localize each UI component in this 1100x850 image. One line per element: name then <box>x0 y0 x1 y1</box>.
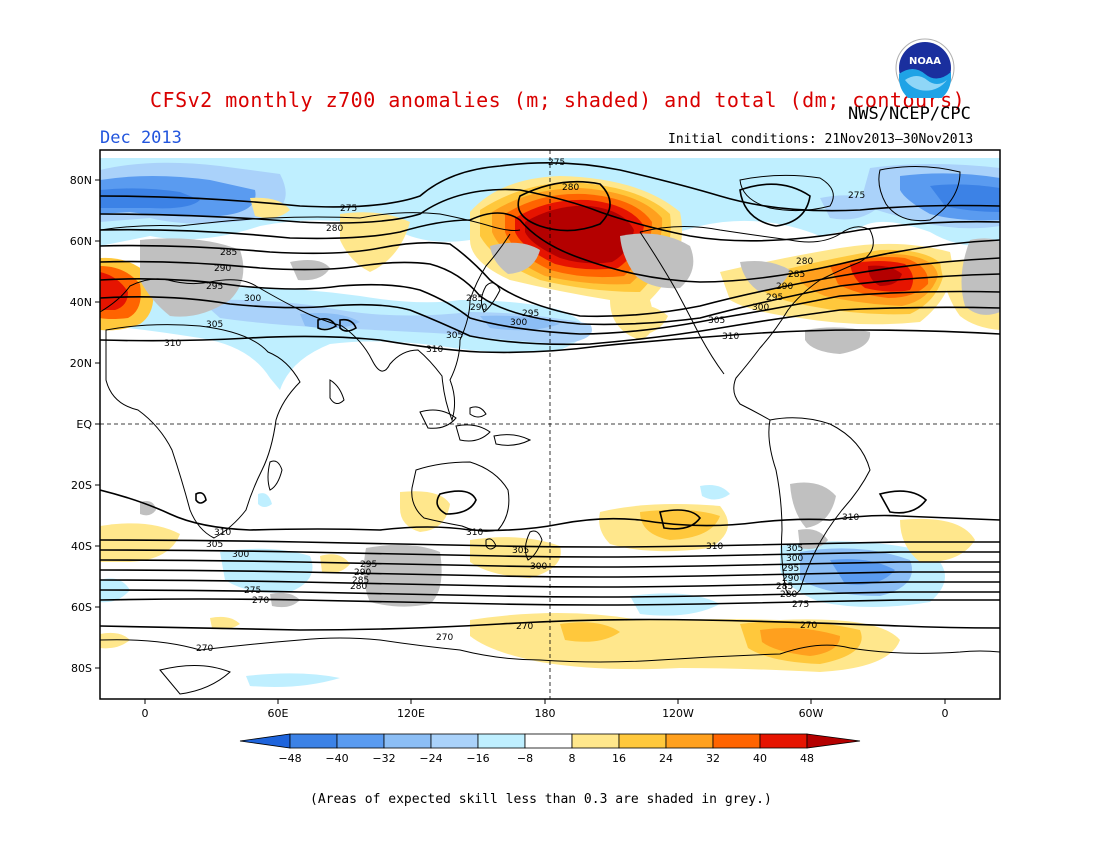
contour-label: 290 <box>354 568 371 578</box>
contour-label: 280 <box>796 257 813 267</box>
colorbar-label: 8 <box>569 752 576 765</box>
contour-label: 295 <box>206 282 223 292</box>
lon-label: 0 <box>142 707 149 720</box>
contour-label: 310 <box>706 542 723 552</box>
colorbar-arrow-left <box>239 733 291 749</box>
contour-label: 270 <box>436 633 453 643</box>
lat-label: 20S <box>71 479 92 492</box>
coastlines <box>100 165 1000 695</box>
contour-label: 300 <box>530 562 547 572</box>
contour-label: 285 <box>466 294 483 304</box>
lon-label: 120W <box>662 707 694 720</box>
colorbar-label: −8 <box>517 752 533 765</box>
latitude-axis <box>95 179 100 669</box>
lon-label: 60E <box>268 707 289 720</box>
contour-label: 310 <box>722 332 739 342</box>
lon-label: 180 <box>535 707 556 720</box>
colorbar-label: 48 <box>800 752 814 765</box>
colorbar-arrow-right <box>806 733 861 749</box>
contour-label: 285 <box>776 582 793 592</box>
contour-label: 275 <box>848 191 865 201</box>
lat-label: 80S <box>71 662 92 675</box>
lat-label: 60S <box>71 601 92 614</box>
contour-label: 290 <box>214 264 231 274</box>
contour-label: 285 <box>220 248 237 258</box>
lat-label: 40S <box>71 540 92 553</box>
contour-label: 310 <box>466 528 483 538</box>
contour-label: 270 <box>516 622 533 632</box>
contour-label: 280 <box>562 183 579 193</box>
contour-label: 280 <box>350 582 367 592</box>
colorbar-label: 24 <box>659 752 673 765</box>
colorbar-labels: −48 −40 −32 −24 −16 −8 8 16 24 32 40 48 <box>278 752 814 765</box>
contour-label: 310 <box>164 339 181 349</box>
contour-label: 285 <box>352 576 369 586</box>
contour-label: 270 <box>252 596 269 606</box>
longitude-axis <box>144 699 946 704</box>
low-skill-shading <box>140 233 1000 608</box>
colorbar <box>239 733 861 749</box>
lat-label: 80N <box>70 174 92 187</box>
contour-label: 310 <box>842 513 859 523</box>
colorbar-label: −16 <box>466 752 489 765</box>
map-area <box>100 150 1000 699</box>
lat-label: 20N <box>70 357 92 370</box>
lon-label: 60W <box>799 707 824 720</box>
forecast-month: Dec 2013 <box>100 128 182 148</box>
contour-labels: 275 280 275 275 280 285 290 295 300 305 … <box>164 158 865 654</box>
contour-label: 290 <box>782 574 799 584</box>
contour-label: 295 <box>766 293 783 303</box>
colorbar-label: 32 <box>706 752 720 765</box>
contour-label: 305 <box>786 544 803 554</box>
contour-label: 295 <box>522 309 539 319</box>
contour-label: 290 <box>470 303 487 313</box>
colorbar-label: −32 <box>372 752 395 765</box>
noaa-logo-icon: NOAA <box>895 38 955 98</box>
contour-label: 305 <box>708 316 725 326</box>
contour-label: 310 <box>426 345 443 355</box>
contour-label: 305 <box>446 331 463 341</box>
contour-label: 275 <box>340 204 357 214</box>
contour-label: 275 <box>244 586 261 596</box>
lon-label: 0 <box>942 707 949 720</box>
colorbar-label: 16 <box>612 752 626 765</box>
contour-label: 275 <box>792 600 809 610</box>
contour-label: 305 <box>206 320 223 330</box>
lat-label: 40N <box>70 296 92 309</box>
map-title: CFSv2 monthly z700 anomalies (m; shaded)… <box>150 88 966 112</box>
contour-label: 300 <box>752 303 769 313</box>
contour-label: 305 <box>206 540 223 550</box>
height-contours <box>100 162 1000 631</box>
lat-label: 60N <box>70 235 92 248</box>
contour-label: 290 <box>776 282 793 292</box>
agency-label: NWS/NCEP/CPC <box>848 104 971 124</box>
colorbar-label: −48 <box>278 752 301 765</box>
contour-label: 300 <box>244 294 261 304</box>
contour-label: 300 <box>232 550 249 560</box>
lat-label: EQ <box>76 418 92 431</box>
colorbar-label: −40 <box>325 752 348 765</box>
contour-label: 295 <box>782 564 799 574</box>
contour-label: 300 <box>786 554 803 564</box>
contour-label: 280 <box>326 224 343 234</box>
contour-label: 295 <box>360 560 377 570</box>
lon-label: 120E <box>397 707 425 720</box>
contour-label: 270 <box>196 644 213 654</box>
logo-text: NOAA <box>909 56 941 67</box>
contour-label: 285 <box>788 270 805 280</box>
skill-footnote: (Areas of expected skill less than 0.3 a… <box>310 792 772 807</box>
colorbar-label: −24 <box>419 752 442 765</box>
initial-conditions: Initial conditions: 21Nov2013–30Nov2013 <box>668 132 974 147</box>
contour-label: 280 <box>780 590 797 600</box>
contour-label: 310 <box>214 528 231 538</box>
contour-label: 305 <box>512 546 529 556</box>
contour-label: 275 <box>548 158 565 168</box>
contour-label: 300 <box>510 318 527 328</box>
colorbar-label: 40 <box>753 752 767 765</box>
contour-label: 270 <box>800 621 817 631</box>
